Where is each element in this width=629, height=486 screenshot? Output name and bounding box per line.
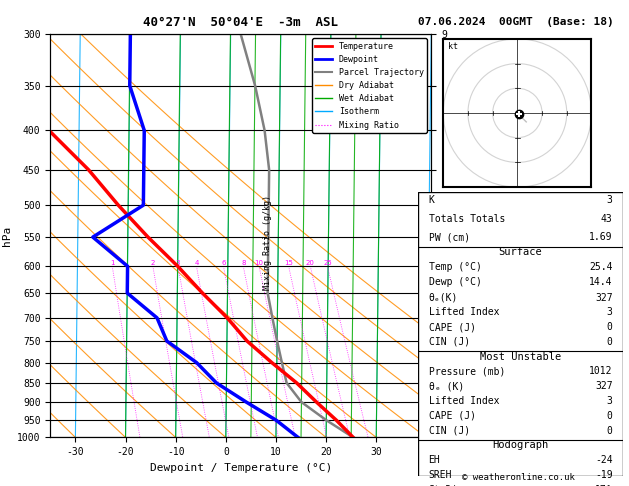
Text: 6: 6	[221, 260, 226, 266]
Text: 3: 3	[606, 396, 613, 406]
Text: 327: 327	[595, 293, 613, 302]
Text: -24: -24	[595, 455, 613, 465]
Text: 1012: 1012	[589, 366, 613, 377]
Text: Hodograph: Hodograph	[493, 440, 548, 451]
Legend: Temperature, Dewpoint, Parcel Trajectory, Dry Adiabat, Wet Adiabat, Isotherm, Mi: Temperature, Dewpoint, Parcel Trajectory…	[312, 38, 427, 133]
Text: 0: 0	[606, 322, 613, 332]
Text: 3: 3	[606, 195, 613, 206]
FancyBboxPatch shape	[418, 192, 623, 476]
Text: Lifted Index: Lifted Index	[428, 396, 499, 406]
X-axis label: Dewpoint / Temperature (°C): Dewpoint / Temperature (°C)	[150, 463, 332, 473]
Text: 0: 0	[606, 411, 613, 421]
Y-axis label: hPa: hPa	[1, 226, 11, 246]
Text: Dewp (°C): Dewp (°C)	[428, 277, 481, 287]
Text: CAPE (J): CAPE (J)	[428, 411, 476, 421]
Text: -19: -19	[595, 470, 613, 480]
Text: 8: 8	[241, 260, 245, 266]
Text: StmDir: StmDir	[428, 485, 464, 486]
Text: 10: 10	[255, 260, 264, 266]
Text: Mixing Ratio (g/kg): Mixing Ratio (g/kg)	[263, 195, 272, 291]
Text: Most Unstable: Most Unstable	[480, 352, 561, 362]
Text: 25.4: 25.4	[589, 262, 613, 272]
Text: CIN (J): CIN (J)	[428, 337, 470, 347]
Text: 14.4: 14.4	[589, 277, 613, 287]
Text: 25: 25	[323, 260, 332, 266]
Text: 0: 0	[606, 337, 613, 347]
Text: 20: 20	[306, 260, 314, 266]
Text: CAPE (J): CAPE (J)	[428, 322, 476, 332]
Text: Lifted Index: Lifted Index	[428, 307, 499, 317]
Y-axis label: km
ASL: km ASL	[463, 236, 481, 257]
Text: 1.69: 1.69	[589, 232, 613, 243]
Text: 15: 15	[284, 260, 293, 266]
Text: Temp (°C): Temp (°C)	[428, 262, 481, 272]
Text: 3: 3	[175, 260, 181, 266]
Text: 43: 43	[601, 214, 613, 224]
Text: 2: 2	[151, 260, 155, 266]
Text: 07.06.2024  00GMT  (Base: 18): 07.06.2024 00GMT (Base: 18)	[418, 17, 614, 27]
Text: 17°: 17°	[595, 485, 613, 486]
Text: K: K	[428, 195, 435, 206]
Text: 4: 4	[194, 260, 199, 266]
Text: Surface: Surface	[499, 247, 542, 257]
Title: 40°27'N  50°04'E  -3m  ASL: 40°27'N 50°04'E -3m ASL	[143, 16, 338, 29]
Text: EH: EH	[428, 455, 440, 465]
Text: θₑ (K): θₑ (K)	[428, 381, 464, 391]
Text: CIN (J): CIN (J)	[428, 426, 470, 435]
Text: Totals Totals: Totals Totals	[428, 214, 505, 224]
Text: Pressure (mb): Pressure (mb)	[428, 366, 505, 377]
Text: © weatheronline.co.uk: © weatheronline.co.uk	[462, 473, 576, 482]
Text: 1: 1	[110, 260, 114, 266]
Text: 0: 0	[606, 426, 613, 435]
Text: 3: 3	[606, 307, 613, 317]
Text: θₑ(K): θₑ(K)	[428, 293, 458, 302]
Text: kt: kt	[448, 42, 458, 51]
Text: SREH: SREH	[428, 470, 452, 480]
Text: LCL: LCL	[438, 381, 453, 389]
Text: PW (cm): PW (cm)	[428, 232, 470, 243]
Text: 327: 327	[595, 381, 613, 391]
